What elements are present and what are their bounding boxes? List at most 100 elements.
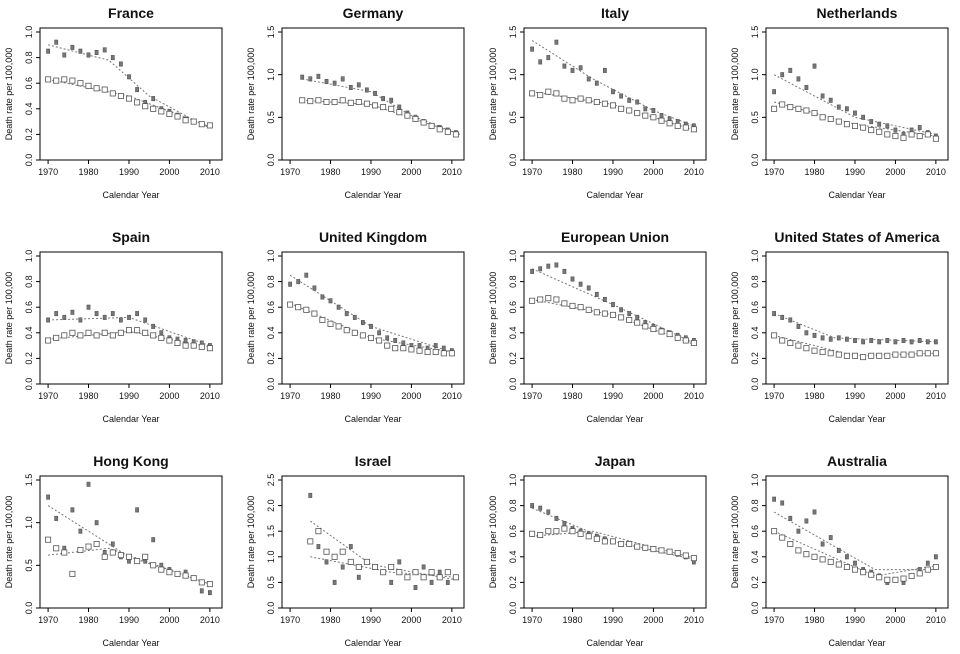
- x-tick-label: 2010: [200, 615, 220, 625]
- data-point: [877, 339, 882, 345]
- data-point: [876, 574, 883, 581]
- data-point: [436, 126, 443, 133]
- x-tick-label: 1970: [522, 167, 542, 177]
- data-point: [925, 560, 930, 566]
- data-point: [836, 335, 841, 341]
- y-tick-label: 1.0: [750, 474, 760, 487]
- data-point: [315, 97, 322, 104]
- data-point: [158, 566, 165, 573]
- plot-frame: [765, 27, 949, 161]
- data-point: [70, 309, 75, 315]
- data-point: [529, 530, 536, 537]
- data-point: [561, 300, 568, 307]
- data-point: [843, 564, 850, 571]
- data-point: [93, 85, 100, 92]
- x-tick-label: 2010: [926, 391, 946, 401]
- data-point: [420, 574, 427, 581]
- y-tick-label: 1.5: [24, 474, 34, 487]
- data-point: [860, 569, 867, 576]
- y-tick-label: 0.4: [508, 551, 518, 564]
- data-point: [900, 134, 907, 141]
- data-point: [70, 44, 75, 50]
- y-tick-label: 0.8: [750, 499, 760, 512]
- y-tick-label: 0.4: [266, 327, 276, 340]
- data-point: [861, 339, 866, 345]
- data-point: [618, 541, 625, 548]
- x-tick-label: 2010: [926, 615, 946, 625]
- x-tick-label: 2000: [885, 167, 905, 177]
- data-point: [315, 528, 322, 535]
- data-point: [876, 352, 883, 359]
- y-axis-label: Death rate per 100,000: [730, 496, 740, 589]
- data-point: [924, 131, 931, 138]
- data-point: [594, 80, 599, 86]
- data-point: [332, 579, 337, 585]
- data-point: [344, 311, 349, 317]
- data-point: [546, 263, 551, 269]
- data-point: [86, 52, 91, 58]
- data-point: [361, 320, 365, 326]
- y-tick-label: 0.5: [24, 559, 34, 572]
- x-tick-label: 2010: [684, 391, 704, 401]
- x-axis-label: Calendar Year: [102, 638, 159, 648]
- data-point: [666, 548, 673, 555]
- x-tick-label: 1990: [119, 391, 139, 401]
- data-point: [343, 327, 350, 334]
- data-point: [134, 99, 141, 106]
- data-point: [619, 307, 624, 313]
- data-point: [682, 337, 689, 344]
- y-axis-label: Death rate per 100,000: [4, 48, 14, 141]
- data-point: [634, 110, 641, 117]
- trend-line: [531, 40, 695, 127]
- data-point: [182, 342, 189, 349]
- y-tick-label: 0.0: [24, 602, 34, 615]
- data-point: [771, 332, 778, 339]
- data-point: [401, 340, 406, 346]
- x-tick-label: 1990: [361, 391, 381, 401]
- data-point: [932, 350, 939, 357]
- data-point: [412, 569, 419, 576]
- data-point: [618, 105, 625, 112]
- y-tick-label: 0.6: [24, 77, 34, 90]
- data-point: [577, 530, 584, 537]
- data-point: [85, 82, 92, 89]
- y-tick-label: 0.5: [266, 111, 276, 124]
- data-point: [331, 553, 338, 560]
- plot-frame: [39, 27, 223, 161]
- data-point: [206, 122, 213, 129]
- data-point: [610, 311, 617, 318]
- data-point: [324, 79, 329, 85]
- data-point: [308, 492, 313, 498]
- data-point: [690, 126, 697, 133]
- data-point: [85, 329, 92, 336]
- y-tick-label: 0.8: [750, 275, 760, 288]
- data-point: [355, 564, 362, 571]
- data-point: [142, 329, 149, 336]
- x-axis-label: Calendar Year: [344, 190, 401, 200]
- data-point: [666, 331, 673, 338]
- data-point: [787, 541, 794, 548]
- data-point: [892, 576, 899, 583]
- data-point: [578, 65, 583, 71]
- data-point: [853, 110, 857, 116]
- data-point: [369, 323, 373, 329]
- data-point: [674, 334, 681, 341]
- data-point: [166, 110, 173, 117]
- data-point: [779, 337, 786, 344]
- panel-title: United States of America: [774, 229, 939, 245]
- data-point: [392, 345, 399, 352]
- data-point: [577, 95, 584, 102]
- chart-panel: United Kingdom 0.0 0.2 0.4 0.6 0.8 1.0 1970 1980…: [246, 229, 465, 424]
- data-point: [182, 572, 189, 579]
- data-point: [828, 535, 833, 541]
- x-tick-label: 2000: [885, 615, 905, 625]
- data-point: [562, 521, 567, 527]
- data-point: [356, 82, 361, 88]
- data-point: [397, 104, 402, 110]
- data-point: [593, 535, 600, 542]
- data-point: [820, 93, 825, 99]
- data-point: [635, 314, 640, 320]
- data-point: [593, 309, 600, 316]
- x-tick-label: 1990: [845, 167, 865, 177]
- x-axis-label: Calendar Year: [586, 638, 643, 648]
